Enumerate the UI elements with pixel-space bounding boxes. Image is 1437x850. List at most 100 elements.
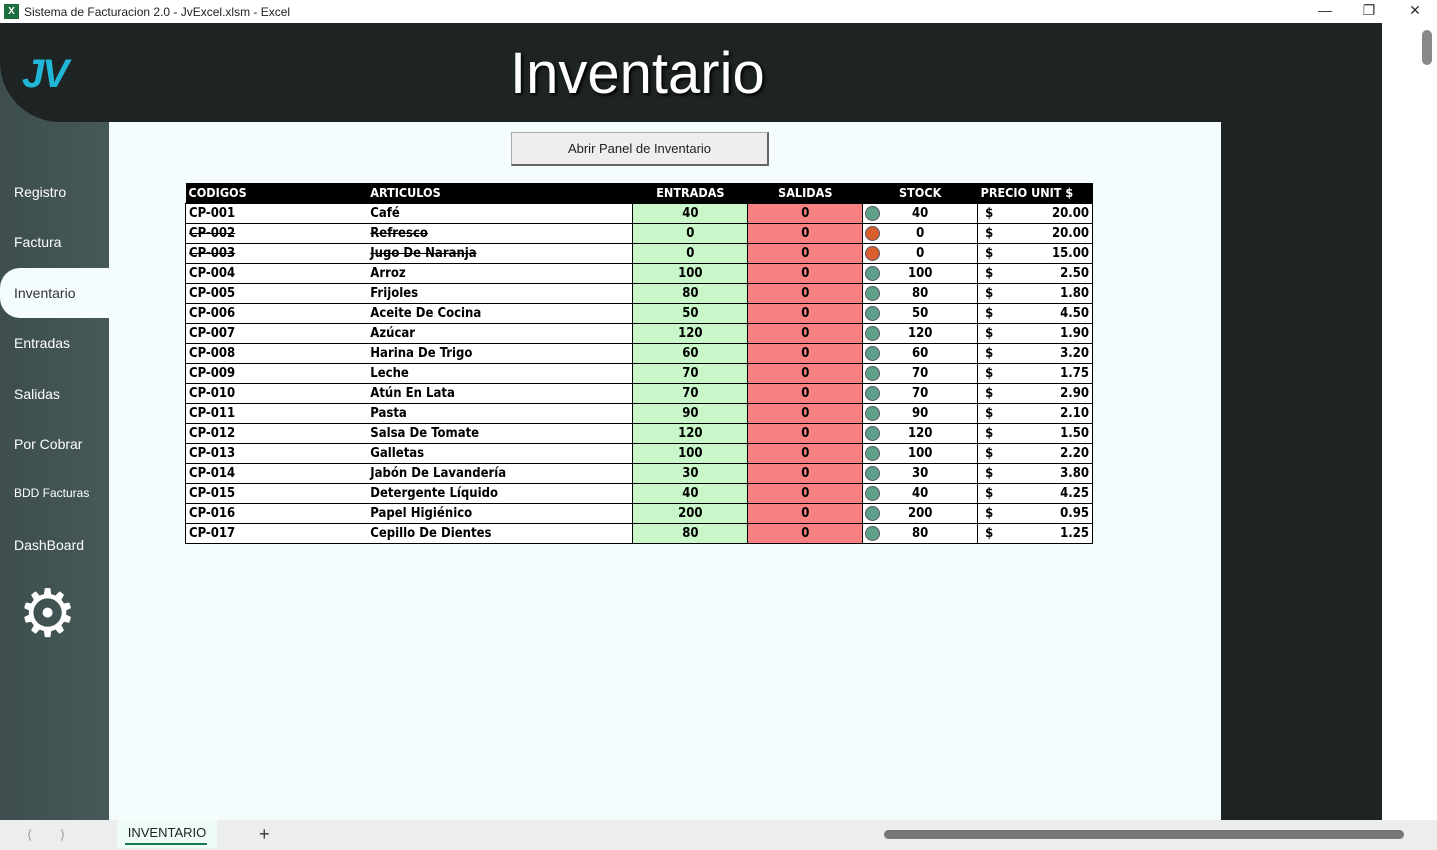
cell-price[interactable]: $2.90	[977, 382, 1093, 404]
cell-entradas[interactable]: 50	[632, 302, 749, 324]
cell-stock[interactable]: 70	[862, 382, 979, 404]
cell-stock[interactable]: 80	[862, 282, 979, 304]
cell-entradas[interactable]: 120	[632, 322, 749, 344]
cell-article[interactable]: Leche	[367, 362, 633, 384]
cell-article[interactable]: Papel Higiénico	[367, 502, 633, 524]
cell-article[interactable]: Salsa De Tomate	[367, 422, 633, 444]
sidebar-item-bdd-facturas[interactable]: BDD Facturas	[14, 486, 90, 500]
cell-salidas[interactable]: 0	[747, 482, 864, 504]
cell-salidas[interactable]: 0	[747, 382, 864, 404]
cell-stock[interactable]: 30	[862, 462, 979, 484]
cell-entradas[interactable]: 70	[632, 362, 749, 384]
cell-article[interactable]: Azúcar	[367, 322, 633, 344]
sheet-tab-inventario[interactable]: INVENTARIO	[117, 820, 217, 848]
cell-code[interactable]: CP-002	[185, 222, 368, 244]
cell-stock[interactable]: 60	[862, 342, 979, 364]
cell-article[interactable]: Atún En Lata	[367, 382, 633, 404]
cell-price[interactable]: $4.25	[977, 482, 1093, 504]
cell-entradas[interactable]: 70	[632, 382, 749, 404]
cell-salidas[interactable]: 0	[747, 442, 864, 464]
prev-sheet-arrow-icon[interactable]: ⟨	[27, 827, 33, 842]
cell-price[interactable]: $15.00	[977, 242, 1093, 264]
open-inventory-panel-button[interactable]: Abrir Panel de Inventario	[511, 132, 769, 166]
cell-code[interactable]: CP-014	[185, 462, 368, 484]
cell-stock[interactable]: 120	[862, 422, 979, 444]
cell-price[interactable]: $2.50	[977, 262, 1093, 284]
add-sheet-button[interactable]: +	[259, 824, 270, 844]
cell-stock[interactable]: 40	[862, 202, 979, 224]
cell-article[interactable]: Arroz	[367, 262, 633, 284]
cell-article[interactable]: Refresco	[367, 222, 633, 244]
cell-price[interactable]: $20.00	[977, 202, 1093, 224]
cell-code[interactable]: CP-017	[185, 522, 368, 544]
next-sheet-arrow-icon[interactable]: ⟩	[60, 827, 66, 842]
sidebar-item-inventario[interactable]: Inventario	[0, 268, 109, 318]
cell-entradas[interactable]: 90	[632, 402, 749, 424]
cell-code[interactable]: CP-006	[185, 302, 368, 324]
cell-entradas[interactable]: 0	[632, 242, 749, 264]
cell-article[interactable]: Pasta	[367, 402, 633, 424]
cell-code[interactable]: CP-005	[185, 282, 368, 304]
cell-article[interactable]: Aceite De Cocina	[367, 302, 633, 324]
cell-stock[interactable]: 200	[862, 502, 979, 524]
cell-entradas[interactable]: 60	[632, 342, 749, 364]
cell-article[interactable]: Jugo De Naranja	[367, 242, 633, 264]
cell-code[interactable]: CP-010	[185, 382, 368, 404]
cell-entradas[interactable]: 200	[632, 502, 749, 524]
cell-price[interactable]: $0.95	[977, 502, 1093, 524]
cell-code[interactable]: CP-011	[185, 402, 368, 424]
cell-entradas[interactable]: 120	[632, 422, 749, 444]
cell-code[interactable]: CP-004	[185, 262, 368, 284]
cell-stock[interactable]: 120	[862, 322, 979, 344]
cell-price[interactable]: $1.75	[977, 362, 1093, 384]
cell-salidas[interactable]: 0	[747, 242, 864, 264]
cell-article[interactable]: Cepillo De Dientes	[367, 522, 633, 544]
cell-salidas[interactable]: 0	[747, 402, 864, 424]
cell-salidas[interactable]: 0	[747, 302, 864, 324]
cell-entradas[interactable]: 40	[632, 202, 749, 224]
cell-article[interactable]: Galletas	[367, 442, 633, 464]
cell-price[interactable]: $3.20	[977, 342, 1093, 364]
cell-code[interactable]: CP-015	[185, 482, 368, 504]
cell-stock[interactable]: 0	[862, 222, 979, 244]
cell-price[interactable]: $3.80	[977, 462, 1093, 484]
cell-entradas[interactable]: 100	[632, 442, 749, 464]
cell-stock[interactable]: 90	[862, 402, 979, 424]
cell-code[interactable]: CP-003	[185, 242, 368, 264]
cell-code[interactable]: CP-012	[185, 422, 368, 444]
cell-salidas[interactable]: 0	[747, 522, 864, 544]
cell-article[interactable]: Harina De Trigo	[367, 342, 633, 364]
cell-entradas[interactable]: 30	[632, 462, 749, 484]
cell-code[interactable]: CP-008	[185, 342, 368, 364]
sidebar-item-por-cobrar[interactable]: Por Cobrar	[14, 436, 83, 452]
cell-salidas[interactable]: 0	[747, 502, 864, 524]
cell-code[interactable]: CP-009	[185, 362, 368, 384]
cell-code[interactable]: CP-007	[185, 322, 368, 344]
cell-price[interactable]: $2.20	[977, 442, 1093, 464]
cell-stock[interactable]: 0	[862, 242, 979, 264]
cell-stock[interactable]: 100	[862, 262, 979, 284]
sidebar-item-salidas[interactable]: Salidas	[14, 386, 60, 402]
close-button[interactable]: ✕	[1409, 2, 1421, 18]
cell-entradas[interactable]: 80	[632, 282, 749, 304]
cell-price[interactable]: $4.50	[977, 302, 1093, 324]
horizontal-scrollbar[interactable]	[884, 830, 1404, 839]
cell-price[interactable]: $2.10	[977, 402, 1093, 424]
sidebar-item-factura[interactable]: Factura	[14, 234, 62, 250]
cell-entradas[interactable]: 40	[632, 482, 749, 504]
cell-salidas[interactable]: 0	[747, 462, 864, 484]
minimize-button[interactable]: —	[1318, 2, 1332, 18]
sidebar-item-registro[interactable]: Registro	[14, 184, 67, 200]
cell-price[interactable]: $1.50	[977, 422, 1093, 444]
sidebar-item-entradas[interactable]: Entradas	[14, 335, 71, 351]
cell-salidas[interactable]: 0	[747, 202, 864, 224]
cell-code[interactable]: CP-016	[185, 502, 368, 524]
cell-article[interactable]: Frijoles	[367, 282, 633, 304]
cell-stock[interactable]: 70	[862, 362, 979, 384]
cell-price[interactable]: $20.00	[977, 222, 1093, 244]
cell-entradas[interactable]: 100	[632, 262, 749, 284]
sidebar-item-dashboard[interactable]: DashBoard	[14, 537, 85, 553]
cell-stock[interactable]: 50	[862, 302, 979, 324]
cell-article[interactable]: Detergente Líquido	[367, 482, 633, 504]
cell-salidas[interactable]: 0	[747, 422, 864, 444]
